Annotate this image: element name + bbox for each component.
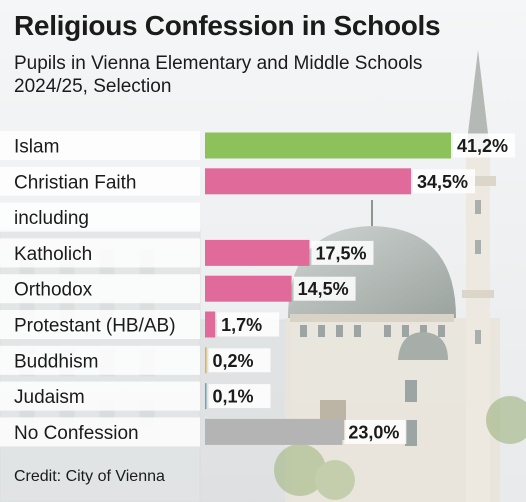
category-label: Orthodox bbox=[14, 280, 93, 301]
bar bbox=[205, 168, 411, 195]
value-label: 23,0% bbox=[348, 422, 399, 442]
value-label: 17,5% bbox=[315, 243, 366, 263]
row-label-band bbox=[0, 166, 200, 196]
bar bbox=[205, 311, 216, 338]
row-label-band bbox=[0, 381, 200, 411]
row-label-band bbox=[0, 345, 200, 375]
bar bbox=[205, 239, 310, 266]
category-label: No Confession bbox=[14, 423, 139, 444]
value-label-bg bbox=[311, 240, 374, 265]
bar bbox=[205, 418, 343, 445]
category-label: Buddhism bbox=[14, 351, 99, 372]
value-label-bg bbox=[412, 169, 475, 194]
value-label-bg bbox=[293, 276, 356, 301]
value-label-bg bbox=[217, 312, 280, 337]
value-label: 14,5% bbox=[298, 279, 349, 299]
row-label-band bbox=[0, 417, 200, 447]
credit-text: Credit: City of Vienna bbox=[14, 468, 165, 485]
value-label: 0,1% bbox=[213, 387, 254, 407]
row-label-band bbox=[0, 238, 200, 268]
value-label-bg bbox=[344, 419, 407, 444]
value-label: 0,2% bbox=[213, 351, 254, 371]
bar bbox=[205, 347, 207, 374]
value-label: 34,5% bbox=[417, 172, 468, 192]
value-label-bg bbox=[208, 348, 271, 373]
value-label: 1,7% bbox=[221, 315, 262, 335]
category-label: Protestant (HB/AB) bbox=[14, 316, 176, 337]
value-label: 41,2% bbox=[457, 136, 508, 156]
row-label-band bbox=[0, 310, 200, 339]
category-label: including bbox=[14, 208, 89, 229]
row-label-band bbox=[0, 202, 200, 232]
bar bbox=[205, 132, 451, 159]
category-label: Christian Faith bbox=[14, 172, 137, 193]
value-label-bg bbox=[453, 133, 515, 158]
row-label-band bbox=[0, 131, 200, 160]
value-label-bg bbox=[208, 384, 271, 409]
chart-title: Religious Confession in Schools bbox=[14, 10, 441, 41]
chart-subtitle: Pupils in Vienna Elementary and Middle S… bbox=[14, 53, 423, 97]
bar bbox=[205, 383, 207, 410]
category-label: Judaism bbox=[14, 387, 85, 408]
category-label: Islam bbox=[14, 137, 59, 158]
row-label-band bbox=[0, 274, 200, 304]
bar bbox=[205, 275, 292, 302]
category-label: Katholich bbox=[14, 244, 92, 265]
